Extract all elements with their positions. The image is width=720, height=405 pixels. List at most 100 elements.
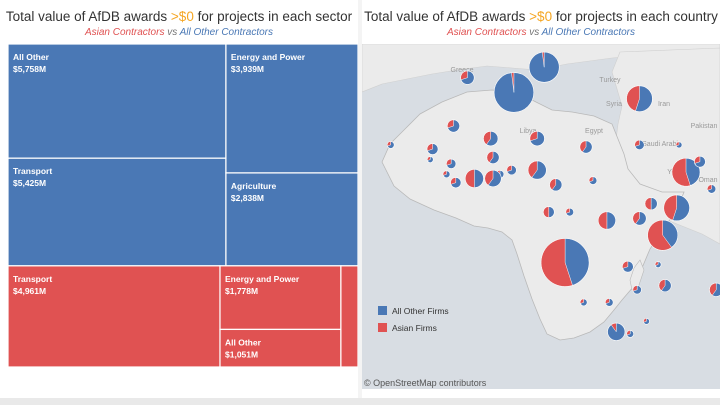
pie-slice-asian[interactable] [622,260,629,269]
pie-slice-asian[interactable] [644,197,652,211]
pie-slice-asian[interactable] [527,160,538,178]
pie-slice-asian[interactable] [565,207,570,214]
pie-slice-asian[interactable] [632,285,638,292]
country-pie[interactable] [426,156,434,163]
country-pie[interactable] [675,141,683,149]
country-pie[interactable] [565,207,574,217]
pie-slice-asian[interactable] [540,238,573,287]
treemap-cell-other-all-other[interactable] [7,44,227,159]
map-title-highlight: >$0 [529,9,553,24]
country-pie[interactable] [460,70,475,85]
country-pie[interactable] [426,143,439,155]
pie-slice-asian[interactable] [450,177,457,185]
pie-slice-asian[interactable] [675,141,680,147]
country-pie[interactable] [626,85,653,112]
country-pie[interactable] [464,169,484,188]
pie-slice-asian[interactable] [709,282,717,296]
country-pie[interactable] [632,211,647,226]
country-pie[interactable] [579,140,593,154]
pie-slice-asian[interactable] [579,140,587,153]
pie-slice-asian[interactable] [671,157,691,187]
pie-slice-asian[interactable] [483,131,491,145]
pie-slice-asian[interactable] [707,184,712,191]
country-pie[interactable] [671,157,701,187]
pie-slice-asian[interactable] [465,169,475,188]
country-pie[interactable] [707,184,717,194]
pie-slice-asian[interactable] [387,141,391,147]
pie-slice-asian[interactable] [484,169,494,186]
country-pie[interactable] [588,176,598,185]
country-pie[interactable] [647,219,679,251]
country-pie[interactable] [654,261,662,268]
treemap-cell-asian-transport[interactable] [7,265,221,368]
country-pie[interactable] [528,51,560,83]
pie-slice-asian[interactable] [658,279,666,291]
country-pie[interactable] [658,279,672,293]
country-pie[interactable] [447,119,460,133]
country-pie[interactable] [506,165,517,176]
pie-slice-asian[interactable] [647,219,672,251]
treemap-cell-asian-unlabeled[interactable] [340,265,358,368]
pie-slice-asian[interactable] [442,170,447,176]
country-pie[interactable] [643,317,650,325]
country-pie[interactable] [605,298,614,307]
treemap-cell-other-transport[interactable] [7,157,227,267]
country-pie[interactable] [450,177,462,189]
pie-slice-asian[interactable] [447,119,454,129]
pie-slice-asian[interactable] [426,143,433,152]
country-pie[interactable] [527,160,547,180]
country-pie[interactable] [709,282,720,297]
country-pie[interactable] [634,139,645,150]
country-pie[interactable] [626,330,634,338]
country-pie[interactable] [607,322,626,341]
pie-slice-asian[interactable] [597,211,608,230]
treemap-cell-asian-all-other[interactable] [219,328,342,368]
map-title: Total value of AfDB awards >$0 for proje… [364,9,718,24]
pie-slice-asian[interactable] [588,176,594,183]
pie-slice-asian[interactable] [654,261,659,266]
pie-slice-asian[interactable] [506,165,512,172]
pie-slice-asian[interactable] [626,85,640,112]
pie-slice-asian[interactable] [486,151,494,163]
country-pie[interactable] [493,72,535,113]
pie-slice-asian[interactable] [543,206,550,218]
country-pie[interactable] [446,158,457,169]
treemap-cell-other-agriculture[interactable] [225,172,358,267]
pie-slice-asian[interactable] [460,70,468,81]
pie-slice-asian[interactable] [529,131,538,142]
country-pie[interactable] [549,178,563,192]
pie-slice-asian[interactable] [694,155,701,164]
pie-slice-asian[interactable] [605,298,610,304]
country-pie[interactable] [694,155,706,168]
country-pie[interactable] [597,211,616,230]
pie-slice-asian[interactable] [632,211,640,225]
pie-slice-asian[interactable] [643,318,647,323]
treemap-cell-other-energy-and-power[interactable] [225,44,358,174]
pie-slice-asian[interactable] [511,72,515,93]
pie-slice-asian[interactable] [663,194,677,221]
country-pie[interactable] [442,170,451,179]
country-pie[interactable] [543,206,555,218]
treemap-title: Total value of AfDB awards >$0 for proje… [5,9,353,24]
country-pie[interactable] [622,260,634,273]
country-pie[interactable] [540,238,590,287]
country-pie[interactable] [386,141,395,149]
treemap-value-other-transport: $5,425M [13,178,46,188]
country-pie[interactable] [663,194,690,222]
pie-slice-asian[interactable] [542,51,545,68]
country-pie[interactable] [486,151,500,164]
country-pie[interactable] [484,169,502,188]
pie-slice-asian[interactable] [626,330,631,336]
country-pie[interactable] [483,131,499,147]
pie-slice-asian[interactable] [634,139,640,147]
africa-pie-map[interactable]: GreeceTurkeySyriaIraqIranPakistanLibyaEg… [362,44,720,389]
country-pie[interactable] [632,285,642,295]
pie-slice-asian[interactable] [427,156,431,161]
pie-slice-asian[interactable] [610,322,617,333]
country-pie[interactable] [529,131,545,147]
country-pie[interactable] [579,298,588,307]
pie-slice-asian[interactable] [446,158,452,166]
pie-slice-asian[interactable] [549,178,557,191]
country-pie[interactable] [644,197,658,211]
pie-slice-asian[interactable] [579,298,584,304]
